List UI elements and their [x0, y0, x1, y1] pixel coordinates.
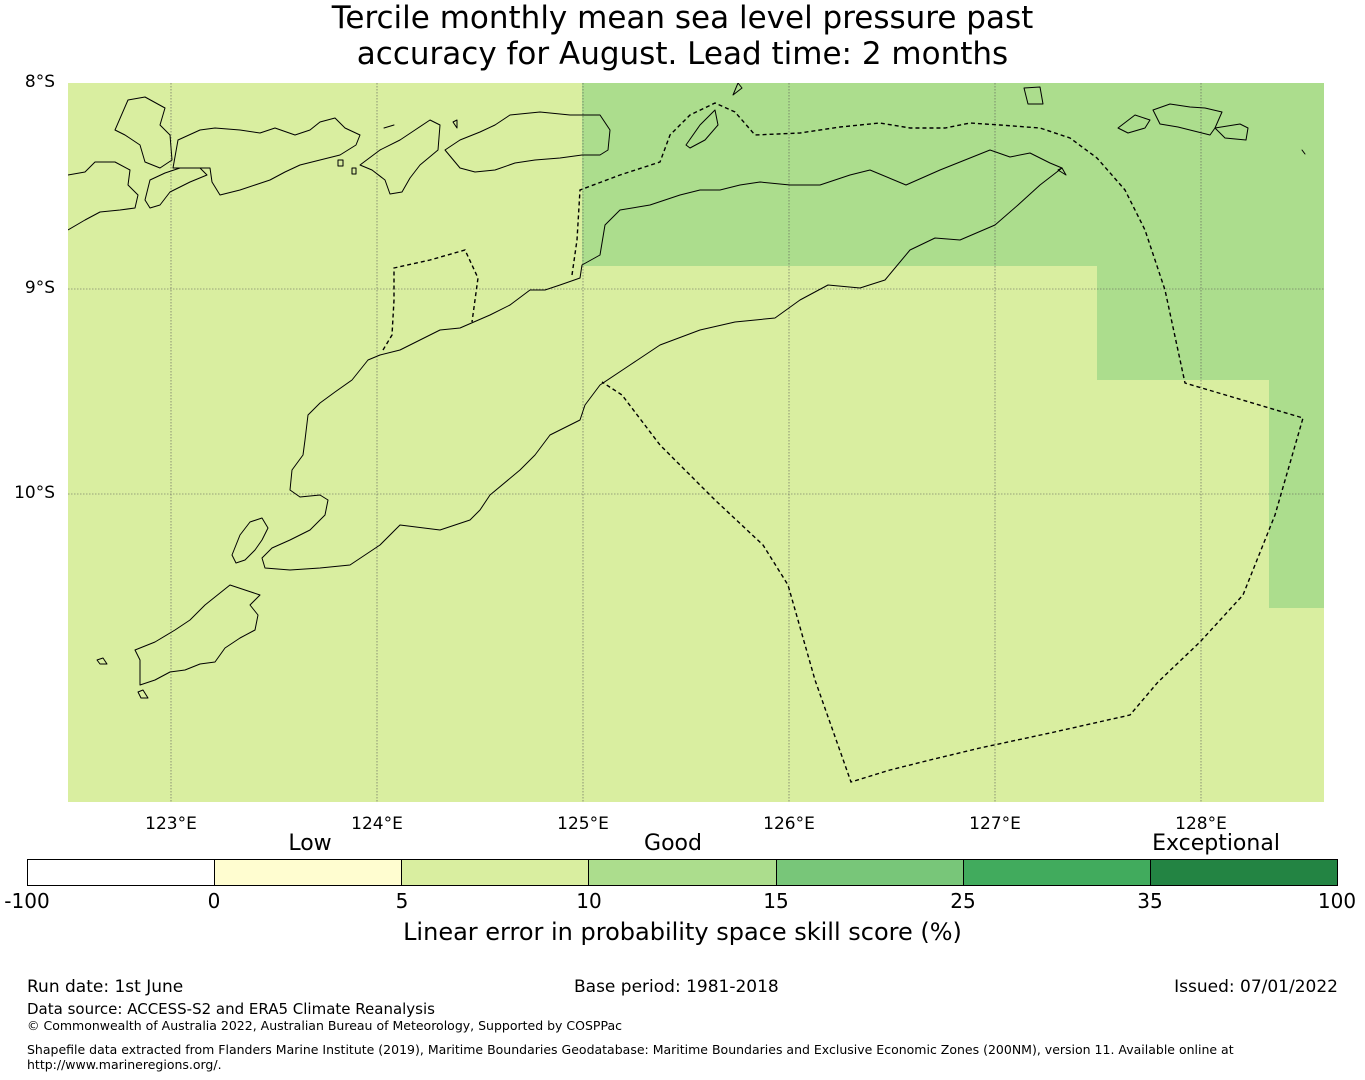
lat-label-10s: 10°S: [14, 483, 55, 503]
colorbar-tick: 35: [1137, 889, 1163, 913]
colorbar-tick: 10: [576, 889, 602, 913]
timor-coastline: [261, 149, 1063, 571]
colorbar-segment: [962, 860, 1150, 885]
colorbar-tick: 15: [763, 889, 789, 913]
title-line-1: Tercile monthly mean sea level pressure …: [331, 0, 1034, 36]
colorbar-segment: [401, 860, 589, 885]
colorbar-tick: 5: [395, 889, 409, 913]
lon-label-124e: 124°E: [351, 814, 403, 834]
colorbar-tick: 25: [950, 889, 976, 913]
rote-coastline: [134, 584, 261, 686]
chart-title: Tercile monthly mean sea level pressure …: [0, 0, 1365, 72]
run-date: Run date: 1st June: [27, 977, 184, 997]
lat-label-9s: 9°S: [24, 278, 55, 298]
colorbar-tick: -100: [4, 889, 50, 913]
colorbar-segment: [28, 860, 215, 885]
copyright: © Commonwealth of Australia 2022, Austra…: [27, 1018, 622, 1033]
base-period: Base period: 1981-2018: [574, 977, 779, 997]
lon-label-127e: 127°E: [969, 814, 1021, 834]
issued-date: Issued: 07/01/2022: [1174, 977, 1338, 997]
category-low: Low: [288, 831, 332, 856]
lon-label-128e: 128°E: [1175, 814, 1227, 834]
lon-label-126e: 126°E: [763, 814, 815, 834]
category-good: Good: [644, 831, 702, 856]
colorbar-segment: [775, 860, 963, 885]
shapefile-credit-line-2: http://www.marineregions.org/.: [27, 1057, 222, 1072]
shapefile-credit-line-1: Shapefile data extracted from Flanders M…: [27, 1042, 1234, 1057]
colorbar-tick: 0: [207, 889, 221, 913]
gridlines: [68, 83, 1324, 802]
skill-region-10-15: [582, 83, 1324, 608]
coastlines: [68, 83, 1306, 699]
title-line-2: accuracy for August. Lead time: 2 months: [356, 36, 1009, 72]
colorbar: [27, 859, 1338, 886]
north-islands-coastline: [68, 161, 139, 231]
category-exceptional: Exceptional: [1152, 831, 1280, 856]
colorbar-segment: [214, 860, 402, 885]
lon-label-125e: 125°E: [557, 814, 609, 834]
lat-label-8s: 8°S: [24, 72, 55, 92]
data-source: Data source: ACCESS-S2 and ERA5 Climate …: [27, 1000, 435, 1018]
lon-label-123e: 123°E: [145, 814, 197, 834]
colorbar-segment: [588, 860, 776, 885]
colorbar-segment: [1149, 860, 1337, 885]
colorbar-label: Linear error in probability space skill …: [403, 918, 962, 946]
colorbar-tick: 100: [1317, 889, 1357, 913]
eez-boundaries: [382, 102, 1304, 783]
